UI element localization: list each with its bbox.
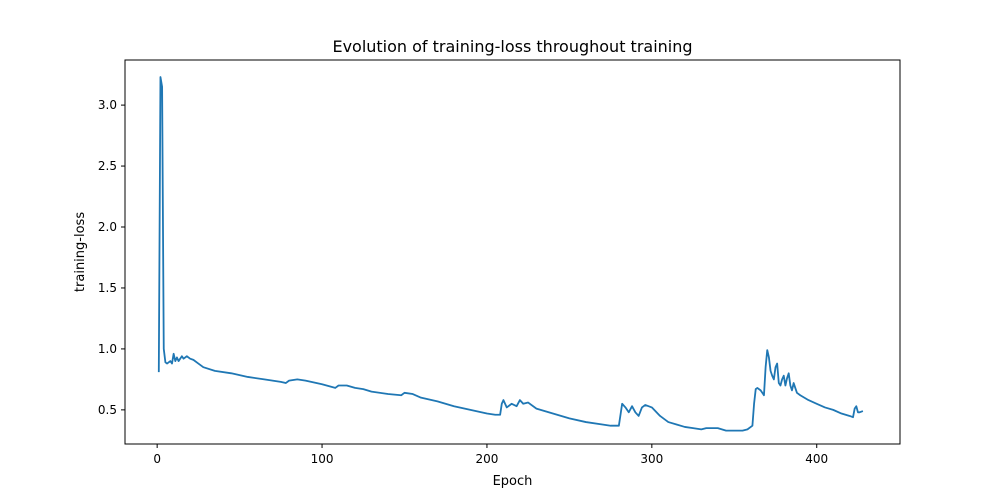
x-tick-label: 300 [640, 452, 663, 466]
x-axis-label: Epoch [493, 474, 533, 489]
y-axis: 0.5 1.0 1.5 2.0 2.5 3.0 [98, 98, 125, 417]
y-tick-label: 2.5 [98, 159, 117, 173]
x-tick-label: 100 [311, 452, 334, 466]
y-tick-label: 1.5 [98, 281, 117, 295]
x-tick-label: 0 [153, 452, 161, 466]
y-tick-label: 2.0 [98, 220, 117, 234]
chart-title: Evolution of training-loss throughout tr… [332, 37, 692, 56]
plot-frame [124, 59, 901, 445]
y-tick-label: 1.0 [98, 342, 117, 356]
x-tick-label: 400 [805, 452, 828, 466]
y-axis-label: training-loss [73, 212, 88, 292]
plot-area [157, 76, 864, 432]
x-axis: 0 100 200 300 400 [153, 444, 828, 466]
y-tick-label: 0.5 [98, 403, 117, 417]
series-line-0 [157, 76, 864, 432]
y-tick-label: 3.0 [98, 98, 117, 112]
x-tick-label: 200 [475, 452, 498, 466]
